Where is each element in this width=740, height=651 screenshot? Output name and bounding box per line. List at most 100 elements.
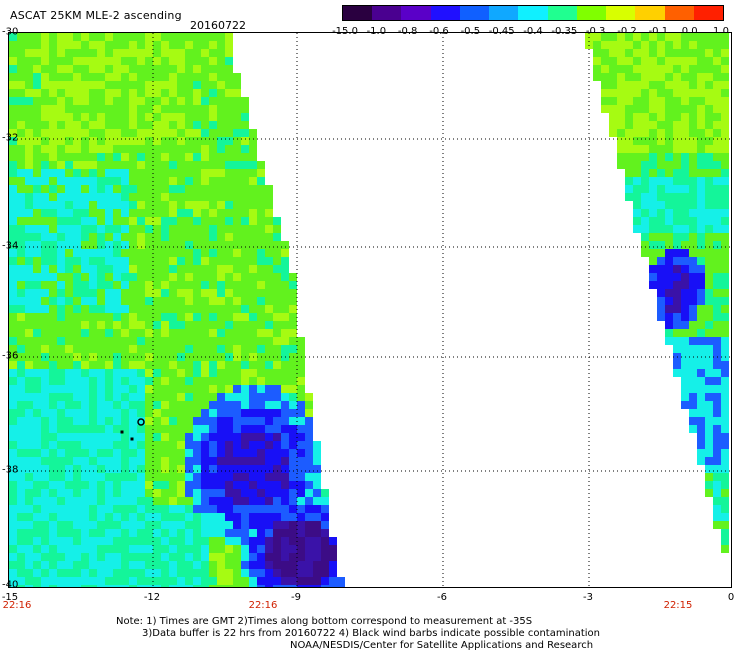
swath-cell [273, 361, 281, 369]
swath-cell [65, 273, 73, 281]
swath-cell [9, 257, 17, 265]
swath-cell [33, 193, 41, 201]
swath-cell [721, 521, 729, 529]
swath-cell [25, 321, 33, 329]
swath-cell [73, 161, 81, 169]
swath-cell [265, 409, 273, 417]
swath-cell [129, 545, 137, 553]
swath-cell [137, 361, 145, 369]
colorbar-tick-label: -0.35 [551, 26, 578, 37]
swath-cell [273, 553, 281, 561]
swath-cell [201, 113, 209, 121]
swath-cell [153, 497, 161, 505]
swath-cell [161, 481, 169, 489]
swath-cell [105, 377, 113, 385]
swath-cell [321, 553, 329, 561]
swath-cell [649, 129, 657, 137]
swath-cell [105, 201, 113, 209]
swath-cell [169, 105, 177, 113]
swath-cell [201, 513, 209, 521]
swath-cell [201, 257, 209, 265]
swath-cell [641, 153, 649, 161]
swath-cell [113, 345, 121, 353]
swath-cell [17, 417, 25, 425]
swath-cell [33, 505, 41, 513]
swath-cell [129, 553, 137, 561]
swath-cell [321, 489, 329, 497]
swath-cell [81, 241, 89, 249]
swath-cell [81, 233, 89, 241]
swath-cell [641, 41, 649, 49]
swath-cell [153, 49, 161, 57]
swath-cell [113, 225, 121, 233]
swath-cell [169, 41, 177, 49]
swath-cell [145, 89, 153, 97]
swath-cell [257, 241, 265, 249]
swath-cell [169, 481, 177, 489]
swath-cell [145, 169, 153, 177]
swath-cell [121, 153, 129, 161]
swath-cell [49, 169, 57, 177]
swath-cell [281, 569, 289, 577]
swath-cell [273, 305, 281, 313]
swath-cell [241, 257, 249, 265]
swath-cell [633, 153, 641, 161]
swath-cell [217, 433, 225, 441]
swath-cell [41, 521, 49, 529]
swath-cell [721, 297, 729, 305]
swath-cell [649, 33, 657, 41]
swath-cell [713, 97, 721, 105]
swath-cell [713, 185, 721, 193]
swath-cell [97, 113, 105, 121]
swath-cell [49, 433, 57, 441]
swath-cell [41, 497, 49, 505]
swath-cell [233, 193, 241, 201]
swath-cell [697, 249, 705, 257]
swath-cell [649, 113, 657, 121]
swath-cell [697, 33, 705, 41]
swath-cell [65, 329, 73, 337]
swath-cell [681, 73, 689, 81]
swath-cell [257, 161, 265, 169]
swath-cell [121, 385, 129, 393]
swath-cell [81, 49, 89, 57]
swath-cell [49, 337, 57, 345]
swath-cell [65, 529, 73, 537]
swath-cell [145, 441, 153, 449]
swath-cell [41, 329, 49, 337]
swath-cell [657, 257, 665, 265]
swath-cell [649, 249, 657, 257]
swath-cell [177, 281, 185, 289]
swath-cell [145, 489, 153, 497]
swath-cell [145, 465, 153, 473]
swath-cell [177, 337, 185, 345]
swath-cell [137, 569, 145, 577]
swath-cell [65, 505, 73, 513]
swath-cell [305, 401, 313, 409]
swath-cell [209, 217, 217, 225]
swath-cell [209, 33, 217, 41]
swath-cell [97, 33, 105, 41]
swath-cell [57, 545, 65, 553]
swath-cell [721, 465, 729, 473]
swath-cell [257, 553, 265, 561]
swath-cell [65, 89, 73, 97]
swath-cell [201, 33, 209, 41]
swath-cell [129, 409, 137, 417]
swath-cell [201, 209, 209, 217]
swath-cell [81, 473, 89, 481]
swath-cell [305, 529, 313, 537]
swath-cell [697, 209, 705, 217]
swath-cell [121, 233, 129, 241]
swath-cell [233, 521, 241, 529]
swath-cell [153, 457, 161, 465]
swath-cell [217, 201, 225, 209]
swath-cell [617, 129, 625, 137]
swath-cell [185, 177, 193, 185]
swath-cell [265, 465, 273, 473]
swath-cell [105, 433, 113, 441]
swath-cell [297, 425, 305, 433]
swath-cell [273, 585, 281, 587]
swath-cell [217, 457, 225, 465]
swath-cell [9, 201, 17, 209]
